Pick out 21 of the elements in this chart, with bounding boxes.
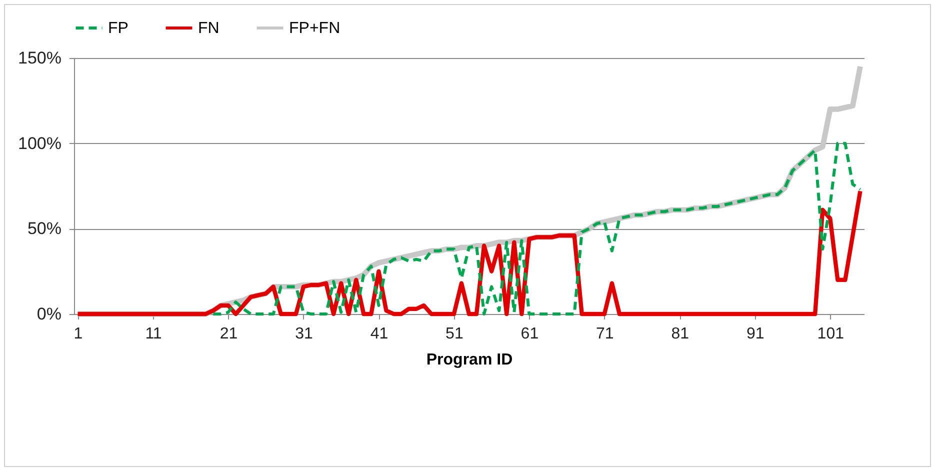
line-series: [76, 189, 862, 316]
x-tick-label: 81: [671, 326, 690, 342]
y-tick-label: 0%: [36, 304, 62, 324]
x-tick-label: 91: [746, 326, 764, 342]
x-tick-label: 101: [817, 326, 844, 342]
line-series: [212, 142, 862, 316]
x-axis-title: Program ID: [426, 352, 513, 368]
x-tick-label: 41: [370, 326, 388, 342]
x-tick-label: 51: [446, 326, 464, 342]
x-tick-label: 1: [74, 326, 83, 342]
x-tick-label: 31: [295, 326, 313, 342]
legend-label: FP+FN: [289, 20, 340, 37]
y-tick-label: 100%: [18, 134, 62, 153]
x-tick-label: 71: [596, 326, 614, 342]
legend-label: FN: [198, 20, 220, 37]
x-tick-label: 61: [520, 326, 539, 342]
y-tick-label: 150%: [18, 48, 62, 68]
legend-label: FP: [108, 20, 128, 37]
y-tick-label: 50%: [27, 219, 62, 238]
x-tick-label: 21: [220, 326, 238, 342]
x-tick-label: 11: [145, 326, 162, 342]
